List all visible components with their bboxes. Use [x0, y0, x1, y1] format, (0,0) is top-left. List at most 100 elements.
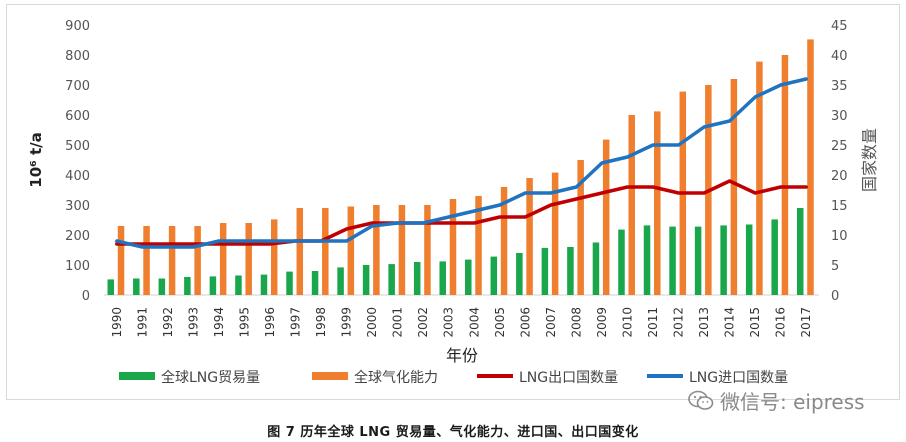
regas-capacity-bar [628, 115, 635, 295]
legend-swatch [312, 372, 348, 380]
y-right-tick-label: 15 [831, 199, 848, 214]
y-left-tick-label: 900 [65, 19, 90, 34]
lng-trade-bar [618, 229, 625, 295]
x-tick-label: 1994 [212, 307, 226, 338]
y-left-tick-label: 500 [65, 139, 90, 154]
legend-layer: 全球LNG贸易量 全球气化能力 LNG出口国数量 LNG进口国数量 [119, 369, 788, 386]
lng-trade-bar [286, 271, 293, 295]
figure-caption: 图 7 历年全球 LNG 贸易量、气化能力、进口国、出口国变化 [267, 425, 639, 440]
lng-trade-bar [745, 224, 753, 295]
x-tick-label: 2010 [620, 307, 634, 338]
regas-capacity-bar [424, 205, 431, 295]
x-tick-label: 2002 [416, 307, 430, 338]
x-tick-label: 1996 [263, 307, 277, 338]
y-right-tick-label: 0 [831, 289, 839, 304]
regas-capacity-bar [194, 226, 201, 295]
y-left-tick-label: 400 [65, 169, 90, 184]
regas-capacity-bar [449, 199, 457, 295]
y-right-tick-label: 40 [831, 49, 848, 64]
lng-trade-bar [567, 247, 574, 295]
lng-trade-bar [592, 242, 600, 295]
regas-capacity-bar [168, 226, 176, 295]
lines-layer [115, 77, 808, 249]
lng-trade-bar [720, 225, 727, 295]
x-tick-label: 1993 [186, 307, 200, 338]
y-right-tick-label: 10 [831, 229, 848, 244]
regas-capacity-bar [551, 172, 559, 295]
x-tick-label: 2000 [365, 307, 379, 338]
watermark-text: 微信号: eipress [720, 390, 865, 414]
x-tick-label: 1995 [237, 307, 251, 338]
regas-capacity-bar [117, 226, 125, 295]
x-tick-label: 2004 [467, 307, 481, 338]
lng-trade-bar [311, 271, 319, 295]
regas-capacity-bar [398, 205, 406, 295]
x-tick-label: 2003 [442, 307, 456, 338]
regas-capacity-bar [347, 206, 355, 295]
x-tick-label: 2011 [646, 307, 660, 338]
lng-trade-bar [337, 267, 344, 295]
lng-trade-bar [490, 256, 498, 295]
y-left-tick-label: 600 [65, 109, 90, 124]
lng-trade-bar [362, 265, 370, 295]
lng-trade-bar [541, 247, 549, 295]
x-tick-label: 1991 [135, 307, 149, 338]
lng-trade-bar [771, 219, 778, 295]
lng-trade-bar [209, 276, 217, 295]
x-tick-label: 2007 [544, 307, 558, 338]
lng-trade-bar [516, 253, 523, 295]
x-tick-label: 2008 [569, 307, 583, 338]
y-left-tick-label: 300 [65, 199, 90, 214]
y-right-tick-label: 45 [831, 19, 848, 34]
regas-capacity-bar [373, 205, 380, 295]
regas-capacity-bar [475, 196, 482, 295]
y-right-tick-label: 30 [831, 109, 848, 124]
lng-trade-bar [694, 226, 702, 295]
bars-layer [107, 39, 814, 296]
lng-trade-bar [439, 261, 446, 295]
x-tick-label: 2005 [493, 307, 507, 338]
lng-trade-bar [643, 225, 651, 295]
y-left-tick-label: 0 [82, 289, 90, 304]
import-countries-line [115, 77, 808, 249]
legend-item: 全球气化能力 [312, 369, 438, 386]
regas-capacity-bar [730, 79, 738, 295]
x-tick-label: 2014 [723, 307, 737, 338]
legend-item: 全球LNG贸易量 [119, 369, 260, 386]
regas-capacity-bar [756, 61, 763, 295]
x-tick-label: 2001 [391, 307, 405, 338]
legend-label: 全球LNG贸易量 [161, 369, 260, 386]
regas-capacity-bar [500, 187, 508, 295]
lng-trade-bar [184, 277, 191, 295]
chart-frame: 0 100 200 300 400 500 600 700 800 900 0 5 10 15 20 25 30… [6, 4, 900, 400]
x-tick-label: 2017 [799, 307, 813, 338]
legend-item: LNG出口国数量 [477, 370, 618, 386]
legend-label: LNG出口国数量 [519, 370, 618, 386]
regas-capacity-bar [577, 160, 584, 295]
export-countries-line [115, 179, 808, 246]
lng-trade-bar [413, 262, 421, 295]
legend-item: LNG进口国数量 [647, 370, 788, 386]
legend-label: 全球气化能力 [354, 369, 438, 386]
x-tick-label: 1999 [340, 307, 354, 338]
regas-capacity-bar [322, 208, 329, 295]
regas-capacity-bar [296, 208, 304, 295]
lng-trade-bar [796, 208, 804, 295]
y-left-tick-label: 200 [65, 229, 90, 244]
regas-capacity-bar [807, 39, 814, 296]
x-tick-label: 2006 [518, 307, 532, 338]
y-right-tick-label: 25 [831, 139, 848, 154]
labels-layer: 0 100 200 300 400 500 600 700 800 900 0 5 10 15 20 25 30… [27, 19, 879, 365]
x-tick-label: 2015 [748, 307, 762, 338]
lng-trade-bar [260, 274, 268, 295]
y-left-tick-label: 100 [65, 259, 90, 274]
lng-trade-bar [133, 278, 140, 295]
regas-capacity-bar [654, 111, 661, 296]
chart-svg: 0 100 200 300 400 500 600 700 800 900 0 5 10 15 20 25 30… [27, 19, 879, 386]
y-right-tick-label: 5 [831, 259, 839, 274]
x-axis-title: 年份 [446, 346, 478, 365]
y-left-axis-title: 10⁶ t/a [27, 132, 45, 187]
x-tick-label: 2009 [595, 307, 609, 338]
legend-label: LNG进口国数量 [689, 370, 788, 386]
x-tick-label: 1997 [289, 307, 303, 338]
